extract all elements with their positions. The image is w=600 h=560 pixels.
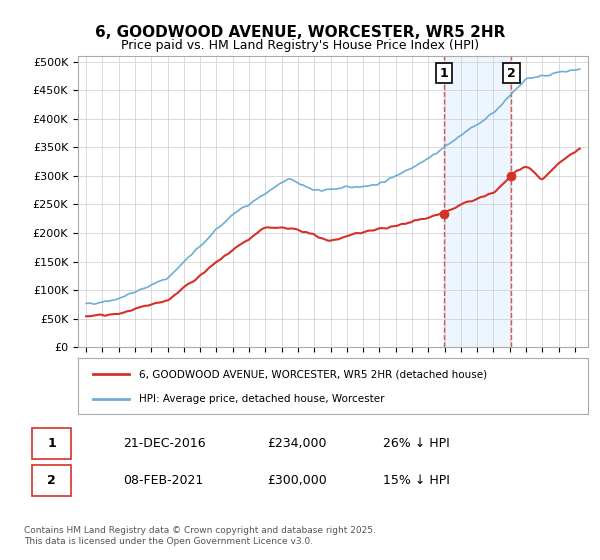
Text: £234,000: £234,000 xyxy=(267,437,326,450)
Text: 1: 1 xyxy=(47,437,56,450)
Text: HPI: Average price, detached house, Worcester: HPI: Average price, detached house, Worc… xyxy=(139,394,385,404)
Bar xyxy=(444,56,511,347)
FancyBboxPatch shape xyxy=(32,465,71,496)
Text: 6, GOODWOOD AVENUE, WORCESTER, WR5 2HR (detached house): 6, GOODWOOD AVENUE, WORCESTER, WR5 2HR (… xyxy=(139,369,487,379)
Text: 1: 1 xyxy=(440,67,448,80)
Text: 08-FEB-2021: 08-FEB-2021 xyxy=(124,474,203,487)
Text: Contains HM Land Registry data © Crown copyright and database right 2025.
This d: Contains HM Land Registry data © Crown c… xyxy=(24,526,376,546)
Text: 6, GOODWOOD AVENUE, WORCESTER, WR5 2HR: 6, GOODWOOD AVENUE, WORCESTER, WR5 2HR xyxy=(95,25,505,40)
Text: 2: 2 xyxy=(47,474,56,487)
Text: 26% ↓ HPI: 26% ↓ HPI xyxy=(383,437,449,450)
Text: 21-DEC-2016: 21-DEC-2016 xyxy=(124,437,206,450)
Text: 2: 2 xyxy=(507,67,516,80)
Text: 15% ↓ HPI: 15% ↓ HPI xyxy=(383,474,449,487)
Text: £300,000: £300,000 xyxy=(267,474,326,487)
FancyBboxPatch shape xyxy=(32,428,71,459)
Text: Price paid vs. HM Land Registry's House Price Index (HPI): Price paid vs. HM Land Registry's House … xyxy=(121,39,479,52)
